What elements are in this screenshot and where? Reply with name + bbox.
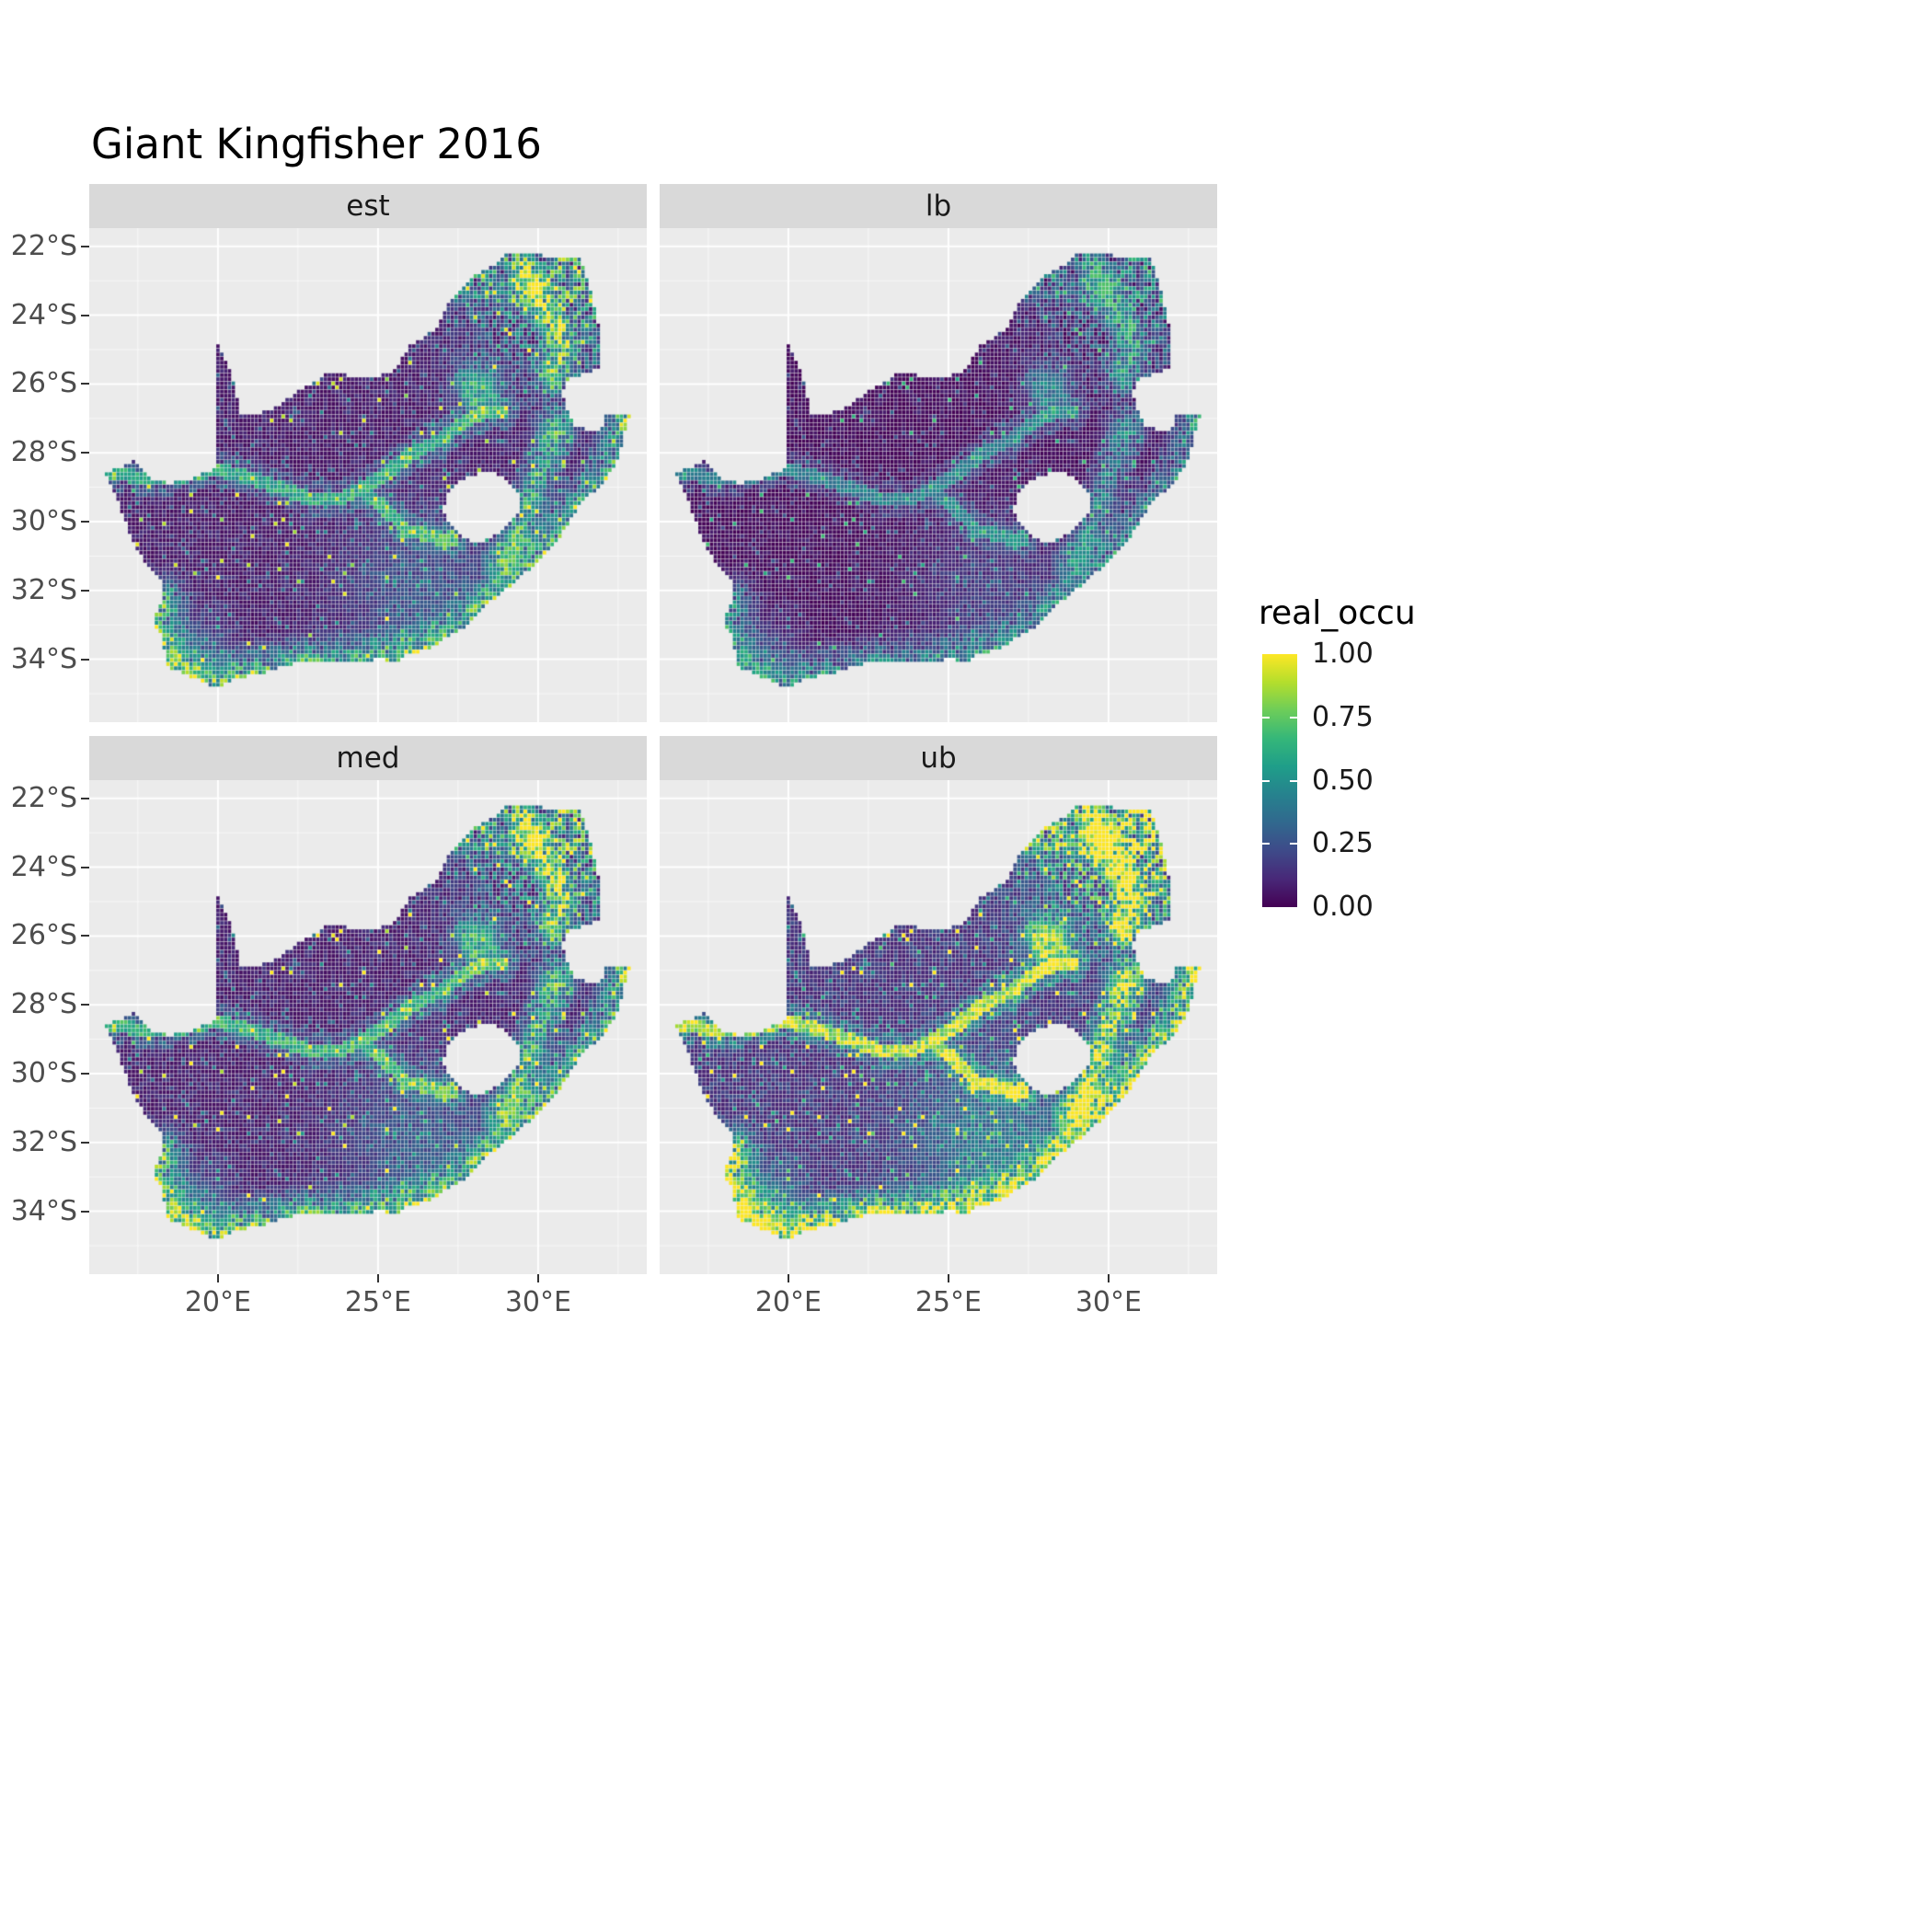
x-axis-tick-label: 25°E bbox=[344, 1286, 411, 1318]
y-axis-tick-mark bbox=[81, 1073, 89, 1075]
y-axis-tick-mark bbox=[81, 1210, 89, 1213]
y-axis-tick-label: 26°S bbox=[10, 919, 77, 952]
y-axis-tick-mark bbox=[81, 521, 89, 523]
y-axis-tick-label: 24°S bbox=[10, 298, 77, 331]
x-axis-tick-label: 30°E bbox=[1075, 1286, 1142, 1318]
y-axis-tick-label: 24°S bbox=[10, 850, 77, 883]
legend-tick-label: 1.00 bbox=[1312, 638, 1374, 670]
legend-tick-label: 0.00 bbox=[1312, 891, 1374, 923]
y-axis-tick-mark bbox=[81, 314, 89, 316]
x-axis-tick-mark bbox=[536, 1274, 539, 1282]
legend-colorbar-tick bbox=[1290, 716, 1297, 719]
facet-strip-est: est bbox=[89, 184, 647, 228]
y-axis-tick-label: 22°S bbox=[10, 781, 77, 814]
legend-colorbar-tick bbox=[1262, 843, 1270, 845]
facet-med: med bbox=[89, 736, 647, 1274]
facet-strip-label-est: est bbox=[346, 190, 390, 223]
x-axis-tick-mark bbox=[1107, 1274, 1110, 1282]
facet-strip-label-lb: lb bbox=[925, 190, 952, 223]
facet-ub: ub bbox=[660, 736, 1217, 1274]
y-axis-tick-mark bbox=[81, 383, 89, 385]
x-axis-tick-mark bbox=[787, 1274, 789, 1282]
x-axis-tick-label: 30°E bbox=[504, 1286, 571, 1318]
legend-tick-label: 0.75 bbox=[1312, 700, 1374, 733]
map-canvas-est bbox=[89, 228, 647, 722]
legend-colorbar-body: 1.00 0.75 0.50 0.25 0.00 bbox=[1259, 638, 1470, 939]
legend: real_occu 1.00 0.75 0.50 0.25 0.00 bbox=[1259, 594, 1470, 939]
facet-est: est bbox=[89, 184, 647, 722]
facet-strip-lb: lb bbox=[660, 184, 1217, 228]
facet-strip-label-med: med bbox=[336, 742, 400, 775]
legend-title: real_occu bbox=[1259, 594, 1416, 632]
y-axis-tick-label: 28°S bbox=[10, 436, 77, 469]
map-canvas-ub bbox=[660, 780, 1217, 1274]
facet-strip-label-ub: ub bbox=[920, 742, 957, 775]
x-axis-tick-mark bbox=[216, 1274, 219, 1282]
y-axis-tick-label: 28°S bbox=[10, 988, 77, 1021]
map-canvas-med bbox=[89, 780, 647, 1274]
x-axis-tick-mark bbox=[947, 1274, 949, 1282]
y-axis-tick-label: 26°S bbox=[10, 367, 77, 400]
y-axis-tick-label: 32°S bbox=[10, 1125, 77, 1158]
y-axis-tick-label: 32°S bbox=[10, 573, 77, 606]
facet-lb: lb bbox=[660, 184, 1217, 722]
x-axis-tick-label: 20°E bbox=[184, 1286, 251, 1318]
y-axis-tick-mark bbox=[81, 935, 89, 937]
y-axis-tick-mark bbox=[81, 866, 89, 868]
x-axis-tick-label: 20°E bbox=[754, 1286, 822, 1318]
y-axis-tick-label: 34°S bbox=[10, 1194, 77, 1227]
x-axis-tick-mark bbox=[376, 1274, 379, 1282]
y-axis-tick-mark bbox=[81, 1004, 89, 1006]
facet-strip-ub: ub bbox=[660, 736, 1217, 780]
y-axis-tick-mark bbox=[81, 245, 89, 247]
y-axis-tick-mark bbox=[81, 658, 89, 661]
y-axis-tick-label: 34°S bbox=[10, 642, 77, 675]
legend-tick-label: 0.50 bbox=[1312, 764, 1374, 797]
legend-colorbar-tick bbox=[1262, 779, 1270, 782]
chart-title: Giant Kingfisher 2016 bbox=[91, 120, 542, 168]
map-canvas-lb bbox=[660, 228, 1217, 722]
y-axis-tick-mark bbox=[81, 452, 89, 454]
y-axis-tick-mark bbox=[81, 1141, 89, 1144]
legend-colorbar-tick bbox=[1262, 716, 1270, 719]
legend-colorbar-tick bbox=[1290, 843, 1297, 845]
y-axis-tick-mark bbox=[81, 797, 89, 799]
y-axis-tick-label: 22°S bbox=[10, 229, 77, 262]
legend-tick-label: 0.25 bbox=[1312, 827, 1374, 860]
x-axis-tick-label: 25°E bbox=[914, 1286, 982, 1318]
y-axis-tick-label: 30°S bbox=[10, 505, 77, 538]
y-axis-tick-mark bbox=[81, 589, 89, 592]
legend-colorbar-tick bbox=[1290, 779, 1297, 782]
facet-strip-med: med bbox=[89, 736, 647, 780]
y-axis-tick-label: 30°S bbox=[10, 1057, 77, 1090]
